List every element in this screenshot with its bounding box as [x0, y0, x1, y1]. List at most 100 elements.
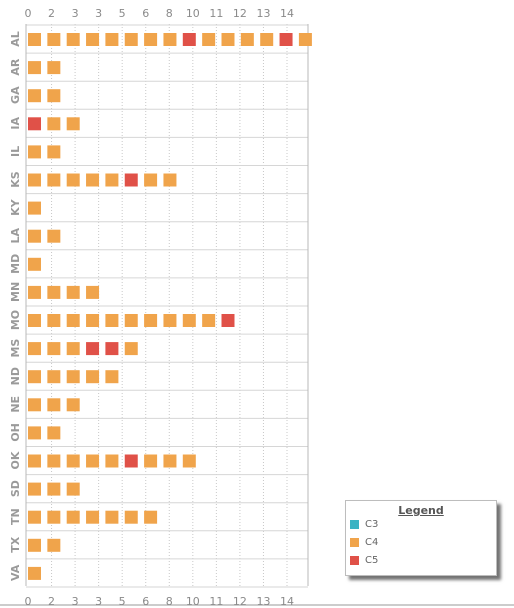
cell-al-3 — [66, 33, 80, 46]
cell-ia-3 — [66, 117, 80, 131]
cell-al-2 — [47, 33, 61, 46]
x-tick-label-bottom: 12 — [233, 595, 247, 608]
cell-ok-9 — [182, 454, 196, 468]
cell-mo-9 — [182, 314, 196, 327]
state-label: IL — [9, 146, 22, 157]
cell-al-4 — [86, 33, 100, 46]
cell-la-2 — [47, 229, 61, 243]
cell-ne-1 — [28, 398, 41, 412]
cells — [28, 33, 312, 580]
cell-oh-2 — [47, 426, 61, 440]
state-label: MD — [9, 254, 22, 274]
cell-ia-1 — [28, 117, 41, 131]
legend-swatch-c3 — [350, 519, 359, 529]
legend-title: Legend — [398, 504, 444, 517]
x-tick-label-top: 2 — [48, 7, 55, 20]
x-tick-label-top: 3 — [95, 7, 102, 20]
state-label: ND — [9, 367, 22, 385]
x-tick-label-top: 13 — [256, 7, 270, 20]
cell-mo-11 — [221, 314, 235, 327]
cell-ok-2 — [47, 454, 61, 468]
legend-item-c5: C5 — [350, 553, 378, 567]
cell-al-10 — [202, 33, 216, 46]
x-tick-label-top: 3 — [72, 7, 79, 20]
cell-ar-1 — [28, 61, 41, 75]
grid-lines — [26, 24, 308, 588]
cell-ks-2 — [47, 173, 61, 187]
cell-ms-5 — [105, 342, 119, 356]
cell-tn-5 — [105, 510, 119, 524]
cell-ok-8 — [163, 454, 177, 468]
cell-al-13 — [260, 33, 274, 46]
state-label: KY — [9, 198, 22, 216]
cell-mo-6 — [124, 314, 138, 327]
x-tick-label-top: 10 — [186, 7, 200, 20]
cell-mo-4 — [86, 314, 100, 327]
cell-ok-7 — [144, 454, 158, 468]
state-labels: AL AR GA IA IL KS KY LA MD MN MO MS ND NE OH OK SD TN TX VA — [9, 31, 22, 581]
x-tick-label-bottom: 8 — [166, 595, 173, 608]
cell-mo-5 — [105, 314, 119, 327]
cell-nd-4 — [86, 370, 100, 384]
cell-ne-3 — [66, 398, 80, 412]
cell-il-1 — [28, 145, 41, 159]
cell-ks-1 — [28, 173, 41, 187]
cell-sd-3 — [66, 482, 80, 496]
cell-nd-2 — [47, 370, 61, 384]
cell-al-7 — [144, 33, 158, 46]
state-label: OH — [9, 423, 22, 442]
cell-ok-6 — [124, 454, 138, 468]
cell-ky-1 — [28, 201, 41, 215]
cell-va-1 — [28, 566, 41, 580]
x-tick-label-bottom: 3 — [95, 595, 102, 608]
cell-tn-7 — [144, 510, 158, 524]
cell-ar-2 — [47, 61, 61, 75]
cell-ks-4 — [86, 173, 100, 187]
cell-al-5 — [105, 33, 119, 46]
cell-la-1 — [28, 229, 41, 243]
state-label: KS — [9, 171, 22, 188]
x-tick-label-top: 6 — [142, 7, 149, 20]
x-tick-label-bottom: 5 — [119, 595, 126, 608]
cell-al-1 — [28, 33, 41, 46]
x-tick-label-top: 5 — [119, 7, 126, 20]
cell-ks-3 — [66, 173, 80, 187]
cell-ks-8 — [163, 173, 177, 187]
axes — [0, 24, 514, 606]
cell-ks-5 — [105, 173, 119, 187]
state-label: AL — [9, 31, 22, 47]
cell-ga-1 — [28, 89, 41, 103]
cell-mn-4 — [86, 285, 100, 299]
legend-label-c3: C3 — [365, 518, 379, 530]
cell-mo-1 — [28, 314, 41, 327]
cell-ms-4 — [86, 342, 100, 356]
cell-ms-2 — [47, 342, 61, 356]
x-tick-label-bottom: 11 — [209, 595, 223, 608]
state-label: AR — [9, 58, 22, 76]
cell-al-12 — [240, 33, 254, 46]
cell-al-6 — [124, 33, 138, 46]
legend-swatch-c5 — [350, 555, 359, 565]
state-label: GA — [9, 86, 22, 104]
cell-al-8 — [163, 33, 177, 46]
cell-al-15 — [298, 33, 312, 46]
cell-ok-5 — [105, 454, 119, 468]
cell-mo-3 — [66, 314, 80, 327]
state-label: TN — [9, 508, 22, 525]
cell-ok-1 — [28, 454, 41, 468]
cell-nd-5 — [105, 370, 119, 384]
state-label: SD — [9, 480, 22, 497]
state-label: IA — [9, 117, 22, 130]
cell-ne-2 — [47, 398, 61, 412]
legend-label-c5: C5 — [365, 554, 379, 566]
cell-nd-1 — [28, 370, 41, 384]
legend-item-c4: C4 — [350, 535, 378, 549]
x-tick-label-top: 8 — [166, 7, 173, 20]
cell-sd-1 — [28, 482, 41, 496]
state-label: VA — [9, 564, 22, 581]
cell-al-14 — [279, 33, 293, 46]
x-tick-label-bottom: 3 — [72, 595, 79, 608]
legend-item-c3: C3 — [350, 517, 378, 531]
legend: Legend C3 C4 C5 — [345, 500, 497, 576]
bottom-x-tick-labels: 0 2 3 3 5 6 8 10 11 12 13 14 — [25, 595, 295, 608]
